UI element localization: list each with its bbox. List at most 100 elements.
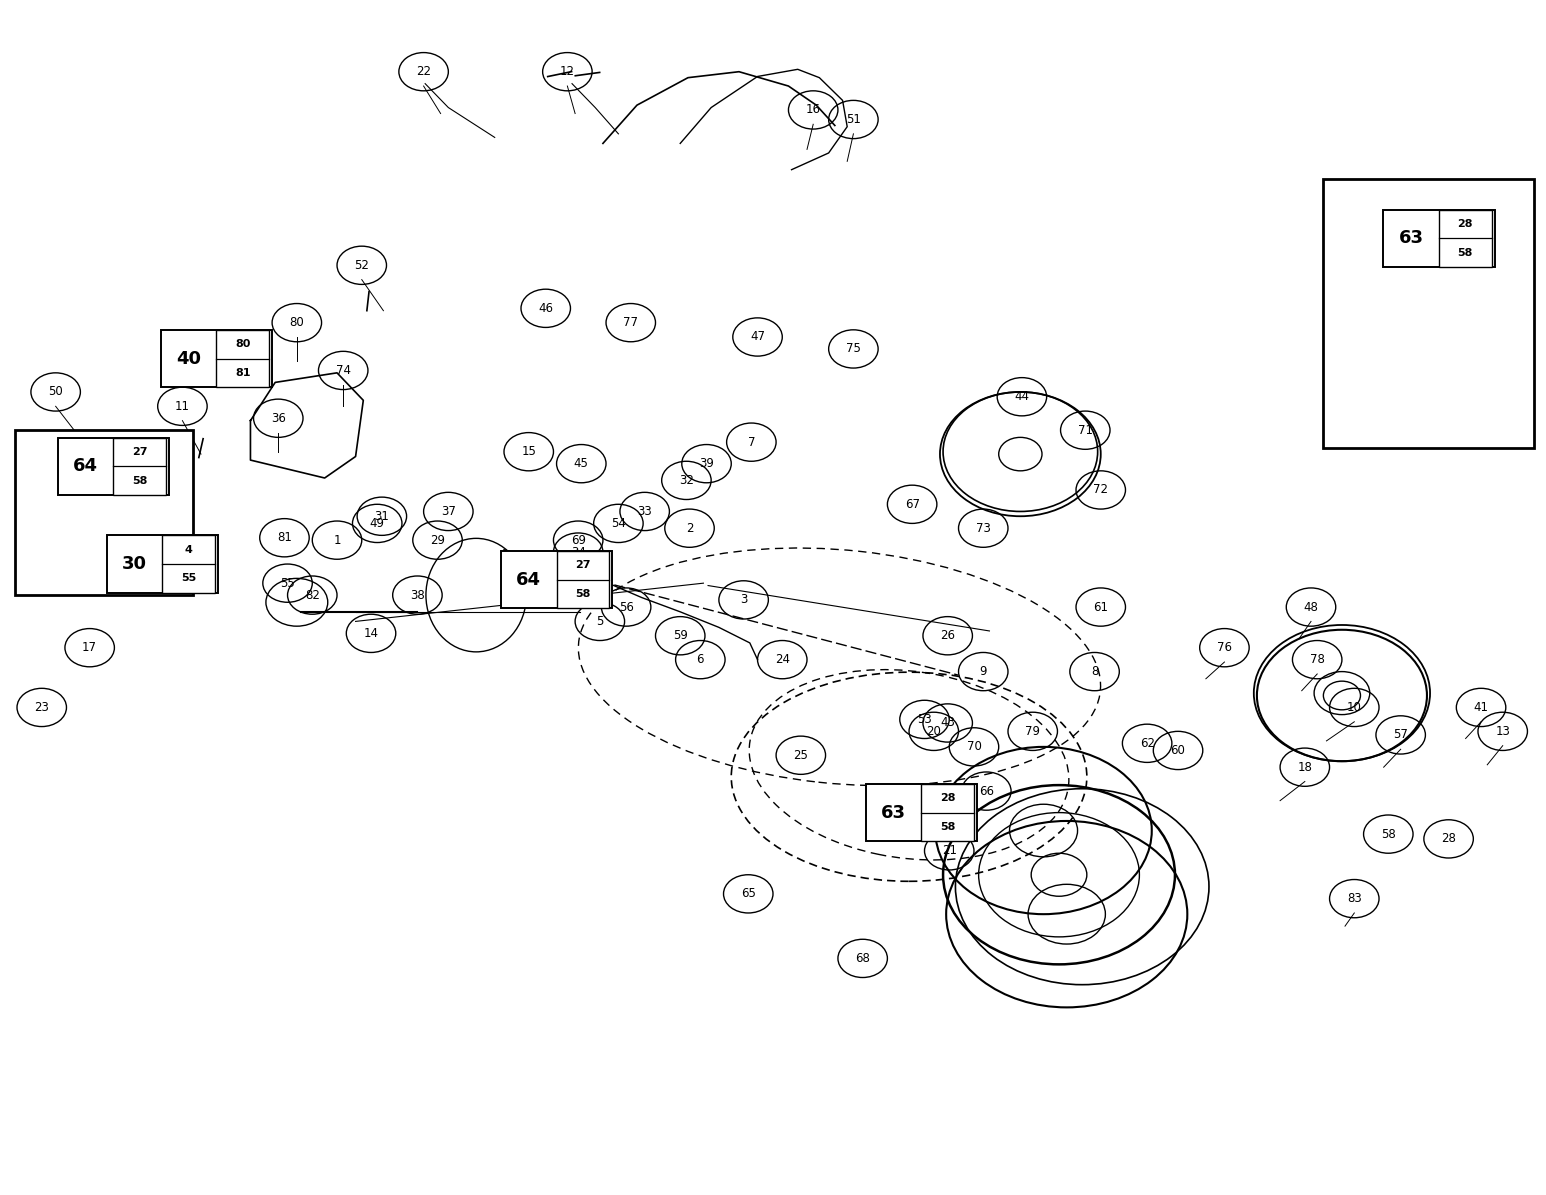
Text: 28: 28 [1492, 387, 1507, 397]
Text: 46: 46 [538, 302, 553, 314]
Text: 40: 40 [176, 349, 201, 368]
Text: 79: 79 [1025, 725, 1040, 737]
Text: 61: 61 [1093, 601, 1108, 613]
Text: 8: 8 [1091, 666, 1098, 678]
Text: 52: 52 [354, 259, 369, 271]
Text: 44: 44 [1014, 391, 1030, 403]
Text: 81: 81 [277, 532, 292, 544]
Text: 29: 29 [430, 534, 445, 546]
Text: 57: 57 [1393, 729, 1408, 741]
Text: 27: 27 [575, 560, 591, 570]
Text: 21: 21 [942, 845, 957, 857]
Text: 80: 80 [289, 317, 305, 329]
Text: 51: 51 [846, 114, 861, 125]
Text: 27: 27 [131, 447, 147, 458]
Text: 43: 43 [940, 717, 955, 729]
Text: 28: 28 [1441, 833, 1456, 845]
Text: 15: 15 [521, 446, 536, 458]
Text: 53: 53 [917, 713, 932, 725]
Text: 56: 56 [618, 601, 634, 613]
Bar [107, 535, 218, 593]
Text: 64: 64 [73, 458, 97, 476]
Text: 47: 47 [750, 331, 765, 343]
Text: 81: 81 [235, 368, 250, 378]
Text: 73: 73 [976, 522, 991, 534]
Bar [1323, 179, 1534, 448]
Text: 76: 76 [1217, 642, 1232, 654]
Text: 72: 72 [1093, 484, 1108, 496]
Text: 74: 74 [335, 364, 351, 376]
Text: 10: 10 [1347, 701, 1362, 713]
Text: 70: 70 [966, 741, 982, 753]
Text: 49: 49 [369, 517, 385, 529]
Text: 9: 9 [980, 666, 986, 678]
Text: 58: 58 [1458, 247, 1473, 258]
Text: 33: 33 [637, 505, 652, 517]
Text: 1: 1 [334, 534, 340, 546]
Text: 27: 27 [139, 566, 155, 576]
Bar [15, 430, 193, 595]
Text: 83: 83 [1347, 893, 1362, 905]
Text: 50: 50 [48, 386, 63, 398]
Bar [161, 330, 272, 387]
Text: 80: 80 [235, 339, 250, 349]
Text: 68: 68 [855, 952, 870, 964]
Text: 48: 48 [1303, 601, 1319, 613]
Text: 19: 19 [938, 809, 954, 821]
Bar [1439, 210, 1492, 268]
Text: 27: 27 [85, 510, 100, 522]
Text: 39: 39 [699, 458, 714, 470]
Text: 4: 4 [184, 545, 193, 554]
Bar [501, 551, 612, 608]
Text: 3: 3 [741, 594, 747, 606]
Text: 14: 14 [363, 627, 379, 639]
Text: 17: 17 [82, 642, 97, 654]
Text: 16: 16 [805, 104, 821, 116]
Text: 78: 78 [1309, 654, 1325, 666]
Text: 36: 36 [271, 412, 286, 424]
Text: 25: 25 [793, 749, 809, 761]
Text: 75: 75 [846, 343, 861, 355]
Text: 38: 38 [410, 589, 425, 601]
Text: 58: 58 [1381, 828, 1396, 840]
Text: 26: 26 [940, 630, 955, 642]
Text: 66: 66 [979, 785, 994, 797]
Bar [57, 437, 169, 495]
Text: 63: 63 [881, 803, 906, 822]
Text: 65: 65 [741, 888, 756, 900]
Text: 13: 13 [1495, 725, 1510, 737]
Text: 20: 20 [926, 725, 942, 737]
Text: 5: 5 [597, 615, 603, 627]
Text: 55: 55 [181, 574, 196, 583]
Text: 63: 63 [1399, 229, 1424, 247]
Text: 69: 69 [570, 534, 586, 546]
Text: 32: 32 [679, 474, 694, 486]
Text: 58: 58 [1340, 368, 1356, 378]
Text: 4: 4 [121, 546, 127, 558]
Text: 42: 42 [574, 577, 589, 589]
Text: 24: 24 [775, 654, 790, 666]
Text: 45: 45 [574, 458, 589, 470]
Text: 82: 82 [305, 589, 320, 601]
Text: 31: 31 [374, 510, 390, 522]
Text: 12: 12 [560, 66, 575, 78]
Text: 58: 58 [940, 822, 955, 832]
Text: 58: 58 [131, 476, 147, 486]
Text: 41: 41 [1473, 701, 1489, 713]
Text: 30: 30 [122, 554, 147, 574]
Bar [162, 535, 215, 593]
Text: 54: 54 [611, 517, 626, 529]
Text: 60: 60 [1170, 744, 1186, 756]
Text: 7: 7 [748, 436, 754, 448]
Text: 28: 28 [1458, 219, 1473, 229]
Text: 59: 59 [673, 630, 688, 642]
Text: 6: 6 [697, 654, 703, 666]
Bar [557, 551, 609, 608]
Text: 11: 11 [175, 400, 190, 412]
Text: 23: 23 [34, 701, 49, 713]
Text: 37: 37 [441, 505, 456, 517]
Bar [113, 437, 165, 495]
Bar [1384, 210, 1495, 268]
Text: 2: 2 [686, 522, 693, 534]
Text: 22: 22 [416, 66, 431, 78]
